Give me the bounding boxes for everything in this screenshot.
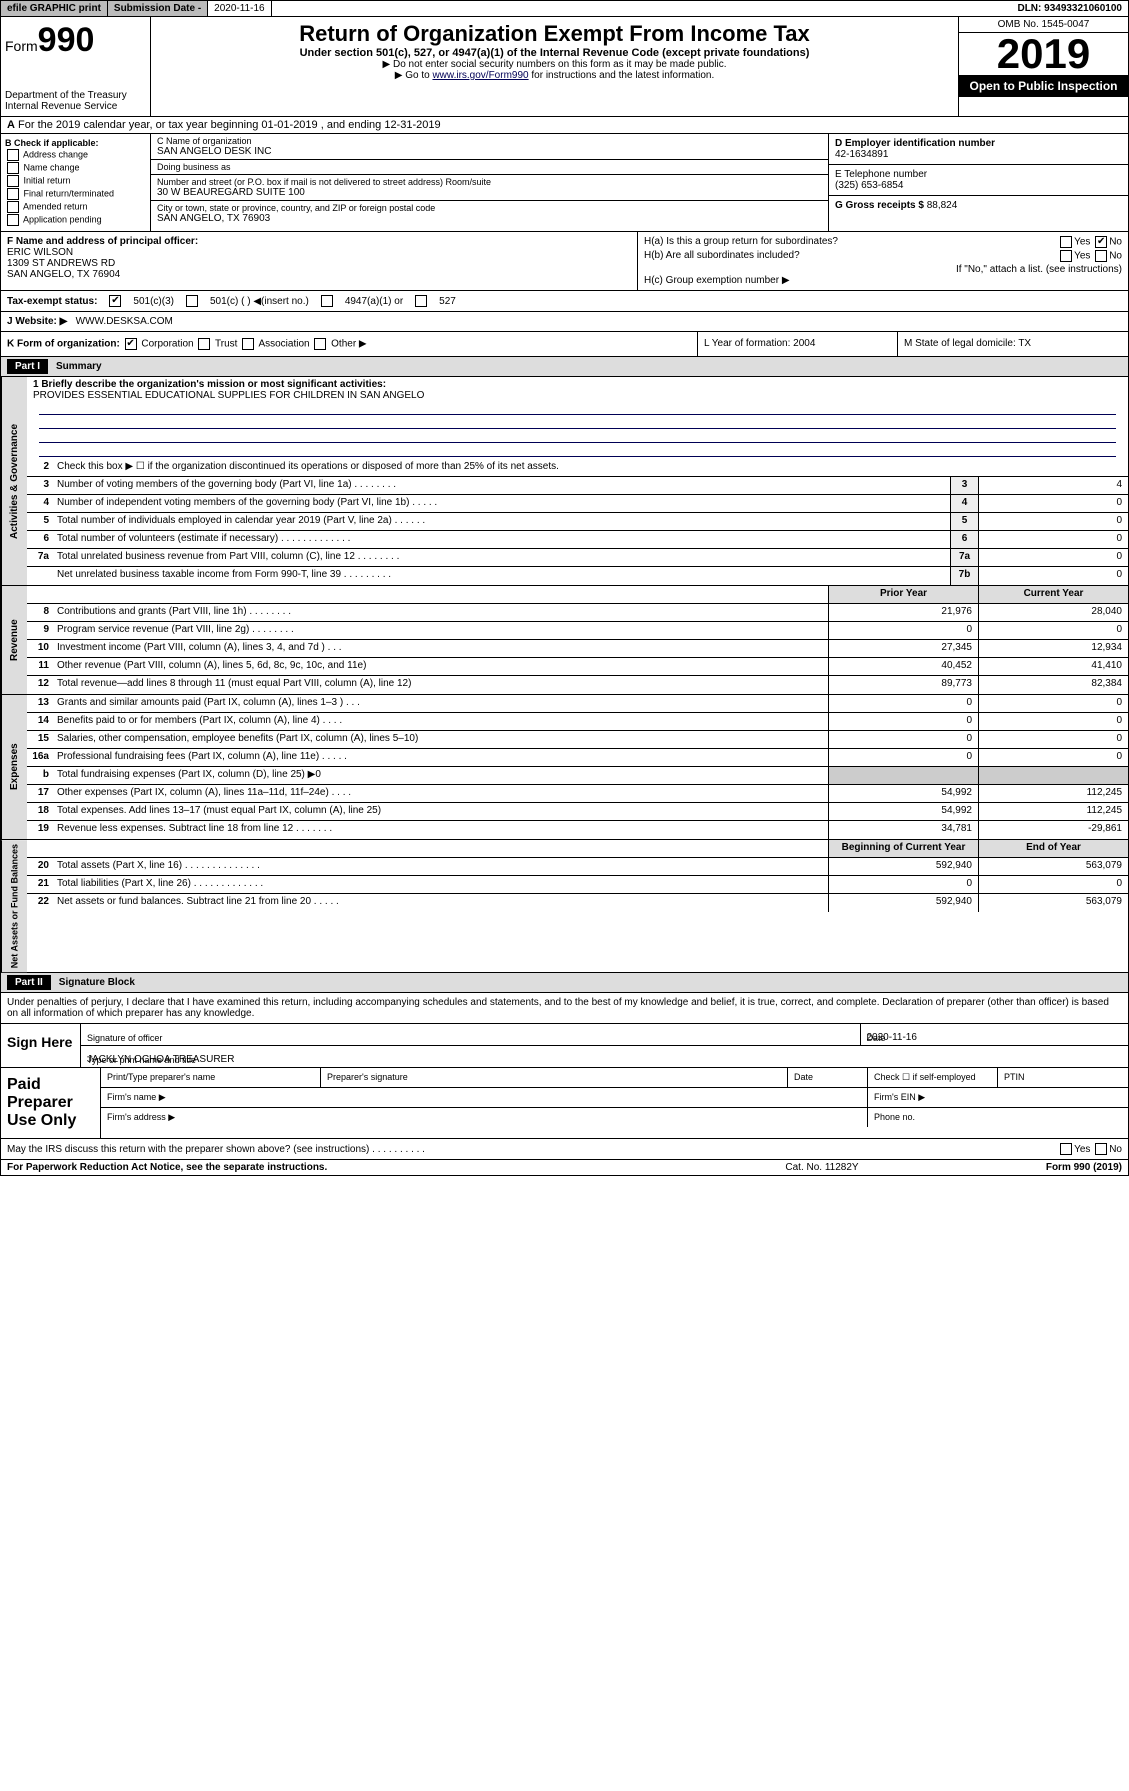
line-9: 9Program service revenue (Part VIII, lin…: [27, 622, 1128, 640]
line-3: 3Number of voting members of the governi…: [27, 477, 1128, 495]
line-22: 22Net assets or fund balances. Subtract …: [27, 894, 1128, 912]
label-activities-governance: Activities & Governance: [1, 377, 27, 585]
line-5: 5Total number of individuals employed in…: [27, 513, 1128, 531]
sig-date: 2020-11-16: [867, 1032, 1123, 1043]
officer-name: ERIC WILSON: [7, 247, 73, 258]
form-note-2: ▶ Go to www.irs.gov/Form990 for instruct…: [155, 70, 954, 81]
line-21: 21Total liabilities (Part X, line 26) . …: [27, 876, 1128, 894]
state-domicile: M State of legal domicile: TX: [898, 332, 1128, 356]
line-14: 14Benefits paid to or for members (Part …: [27, 713, 1128, 731]
section-a-tax-year: A For the 2019 calendar year, or tax yea…: [0, 117, 1129, 134]
chk-initial-return[interactable]: Initial return: [5, 175, 146, 187]
chk-final-return[interactable]: Final return/terminated: [5, 188, 146, 200]
hdr-end-year: End of Year: [978, 840, 1128, 857]
line-b: bTotal fundraising expenses (Part IX, co…: [27, 767, 1128, 785]
submission-date-label: Submission Date -: [108, 1, 208, 16]
website-url: WWW.DESKSA.COM: [76, 316, 173, 327]
street-address: 30 W BEAUREGARD SUITE 100: [157, 187, 822, 198]
section-c-org-info: C Name of organizationSAN ANGELO DESK IN…: [151, 134, 828, 231]
chk-group-no: [1095, 236, 1107, 248]
open-public-badge: Open to Public Inspection: [959, 75, 1128, 97]
perjury-declaration: Under penalties of perjury, I declare th…: [1, 993, 1128, 1023]
hdr-beginning-year: Beginning of Current Year: [828, 840, 978, 857]
part-1-header: Part ISummary: [0, 357, 1129, 377]
efile-print-button[interactable]: efile GRAPHIC print: [1, 1, 108, 16]
row-tax-exempt-status: Tax-exempt status: 501(c)(3) 501(c) ( ) …: [0, 291, 1129, 312]
line-7a: 7aTotal unrelated business revenue from …: [27, 549, 1128, 567]
chk-application-pending[interactable]: Application pending: [5, 214, 146, 226]
line-20: 20Total assets (Part X, line 16) . . . .…: [27, 858, 1128, 876]
form-number: Form990: [5, 21, 146, 60]
section-b-checkboxes: B Check if applicable: Address change Na…: [1, 134, 151, 231]
section-f-officer: F Name and address of principal officer:…: [1, 232, 638, 290]
label-net-assets: Net Assets or Fund Balances: [1, 840, 27, 972]
label-revenue: Revenue: [1, 586, 27, 694]
form-header: Form990 Department of the Treasury Inter…: [0, 17, 1129, 117]
submission-date: 2020-11-16: [208, 1, 271, 16]
mission-text: PROVIDES ESSENTIAL EDUCATIONAL SUPPLIES …: [33, 390, 424, 401]
chk-amended-return[interactable]: Amended return: [5, 201, 146, 213]
chk-address-change[interactable]: Address change: [5, 149, 146, 161]
line-6: 6Total number of volunteers (estimate if…: [27, 531, 1128, 549]
line-15: 15Salaries, other compensation, employee…: [27, 731, 1128, 749]
gross-receipts: 88,824: [927, 200, 958, 211]
dept-treasury: Department of the Treasury Internal Reve…: [5, 90, 146, 112]
hdr-current-year: Current Year: [978, 586, 1128, 603]
form-title: Return of Organization Exempt From Incom…: [155, 21, 954, 47]
chk-name-change[interactable]: Name change: [5, 162, 146, 174]
dln: DLN: 93493321060100: [1011, 1, 1128, 16]
line-13: 13Grants and similar amounts paid (Part …: [27, 695, 1128, 713]
line-4: 4Number of independent voting members of…: [27, 495, 1128, 513]
part-2-header: Part IISignature Block: [0, 973, 1129, 993]
line-7b: Net unrelated business taxable income fr…: [27, 567, 1128, 585]
year-formation: L Year of formation: 2004: [698, 332, 898, 356]
city-state-zip: SAN ANGELO, TX 76903: [157, 213, 822, 224]
form-note-1: ▶ Do not enter social security numbers o…: [155, 59, 954, 70]
org-name: SAN ANGELO DESK INC: [157, 146, 822, 157]
line-18: 18Total expenses. Add lines 13–17 (must …: [27, 803, 1128, 821]
ein: 42-1634891: [835, 149, 888, 160]
section-h-group: H(a) Is this a group return for subordin…: [638, 232, 1128, 290]
discuss-with-preparer: May the IRS discuss this return with the…: [0, 1139, 1129, 1160]
label-expenses: Expenses: [1, 695, 27, 839]
chk-501c3: [109, 295, 121, 307]
officer-name-title: JACKLYN OCHOA TREASURER: [87, 1054, 1122, 1065]
line-12: 12Total revenue—add lines 8 through 11 (…: [27, 676, 1128, 694]
hdr-prior-year: Prior Year: [828, 586, 978, 603]
line-10: 10Investment income (Part VIII, column (…: [27, 640, 1128, 658]
irs-link[interactable]: www.irs.gov/Form990: [432, 70, 528, 81]
tax-year: 2019: [959, 33, 1128, 75]
chk-corporation: [125, 338, 137, 350]
line-11: 11Other revenue (Part VIII, column (A), …: [27, 658, 1128, 676]
row-website: J Website: ▶ WWW.DESKSA.COM: [0, 312, 1129, 332]
line-19: 19Revenue less expenses. Subtract line 1…: [27, 821, 1128, 839]
line-1-mission: 1 Briefly describe the organization's mi…: [27, 377, 1128, 459]
line-16a: 16aProfessional fundraising fees (Part I…: [27, 749, 1128, 767]
line-17: 17Other expenses (Part IX, column (A), l…: [27, 785, 1128, 803]
paid-preparer-section: Paid Preparer Use Only Print/Type prepar…: [0, 1068, 1129, 1139]
telephone: (325) 653-6854: [835, 180, 903, 191]
footer: For Paperwork Reduction Act Notice, see …: [0, 1160, 1129, 1176]
top-bar: efile GRAPHIC print Submission Date - 20…: [0, 0, 1129, 17]
row-k-form-org: K Form of organization: Corporation Trus…: [0, 332, 1129, 357]
form-subtitle: Under section 501(c), 527, or 4947(a)(1)…: [155, 47, 954, 59]
section-d-e-g: D Employer identification number42-16348…: [828, 134, 1128, 231]
line-8: 8Contributions and grants (Part VIII, li…: [27, 604, 1128, 622]
sign-here-label: Sign Here: [1, 1024, 81, 1067]
